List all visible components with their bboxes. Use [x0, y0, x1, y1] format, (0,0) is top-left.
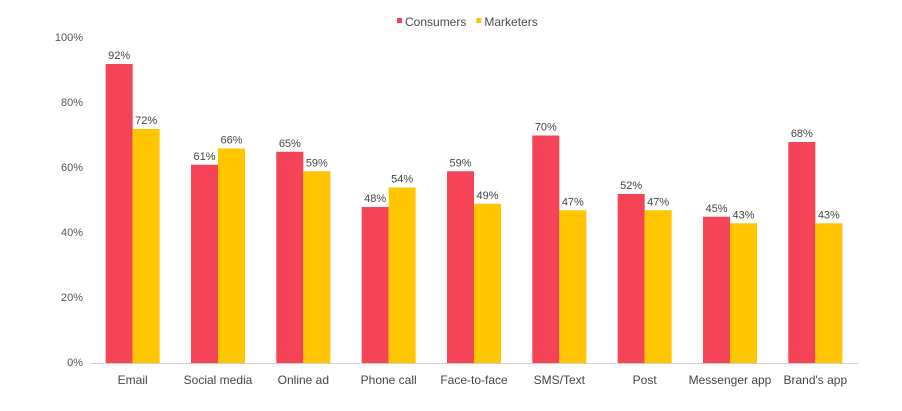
data-label-consumers-brands-app: 68% [791, 128, 813, 140]
y-axis: 0% 20% 40% 60% 80% 100% [55, 32, 83, 369]
x-tick-label-brands-app: Brand's app [783, 373, 847, 387]
y-tick-label: 20% [61, 292, 83, 304]
x-tick-label-messenger-app: Messenger app [689, 373, 772, 387]
data-label-marketers-social-media: 66% [220, 135, 242, 147]
data-labels-group: 92% 72% 61% 66% 65% 59% 48% 54% 59% 49% 70% 47% 52% 4… [108, 50, 840, 221]
bar-marketers-sms-text [559, 210, 587, 363]
x-axis: Email Social media Online ad Phone call Face… [90, 363, 858, 387]
bar-consumers-face-to-face [447, 171, 474, 363]
legend-swatch-consumers [397, 18, 402, 23]
bar-marketers-post [644, 210, 672, 363]
data-label-marketers-brands-app: 43% [818, 209, 840, 221]
y-tick-label: 100% [55, 32, 83, 44]
legend-swatch-marketers [476, 18, 482, 23]
bar-marketers-social-media [218, 148, 245, 363]
data-label-consumers-sms-text: 70% [535, 122, 557, 134]
data-label-consumers-email: 92% [108, 50, 130, 62]
legend: Consumers Marketers [397, 15, 538, 29]
bar-marketers-face-to-face [474, 203, 501, 363]
data-label-consumers-face-to-face: 59% [449, 157, 471, 169]
data-label-consumers-social-media: 61% [193, 151, 215, 163]
data-label-marketers-online-ad: 59% [306, 157, 328, 169]
legend-label-consumers: Consumers [405, 15, 466, 29]
y-tick-label: 60% [61, 162, 83, 174]
data-label-marketers-email: 72% [135, 115, 157, 127]
data-label-consumers-messenger-app: 45% [705, 203, 727, 215]
data-label-consumers-phone-call: 48% [364, 193, 386, 205]
bars-group [105, 64, 843, 363]
x-tick-label-online-ad: Online ad [278, 373, 329, 387]
bar-consumers-post [617, 194, 645, 363]
bar-marketers-brands-app [815, 223, 843, 363]
data-label-marketers-messenger-app: 43% [732, 209, 754, 221]
bar-consumers-online-ad [276, 151, 304, 363]
data-label-marketers-post: 47% [647, 196, 669, 208]
y-tick-label: 40% [61, 227, 83, 239]
x-tick-label-email: Email [118, 373, 148, 387]
x-tick-label-post: Post [633, 373, 658, 387]
data-label-marketers-phone-call: 54% [391, 174, 413, 186]
y-tick-label: 80% [61, 97, 83, 109]
x-tick-label-social-media: Social media [184, 373, 253, 387]
bar-consumers-phone-call [361, 207, 389, 363]
x-tick-label-sms-text: SMS/Text [534, 373, 586, 387]
legend-label-marketers: Marketers [484, 15, 537, 29]
bar-consumers-brands-app [788, 142, 816, 363]
bar-consumers-email [105, 64, 133, 363]
bar-marketers-email [132, 129, 160, 363]
x-tick-label-face-to-face: Face-to-face [440, 373, 508, 387]
bar-consumers-messenger-app [703, 216, 730, 363]
data-label-marketers-face-to-face: 49% [476, 190, 498, 202]
bar-marketers-messenger-app [730, 223, 757, 363]
data-label-consumers-post: 52% [620, 180, 642, 192]
data-label-marketers-sms-text: 47% [562, 196, 584, 208]
bar-marketers-online-ad [303, 171, 331, 363]
bar-marketers-phone-call [388, 187, 416, 363]
bar-consumers-social-media [191, 164, 218, 363]
x-tick-label-phone-call: Phone call [361, 373, 417, 387]
bar-consumers-sms-text [532, 135, 560, 363]
y-tick-label: 0% [67, 357, 83, 369]
data-label-consumers-online-ad: 65% [279, 138, 301, 150]
